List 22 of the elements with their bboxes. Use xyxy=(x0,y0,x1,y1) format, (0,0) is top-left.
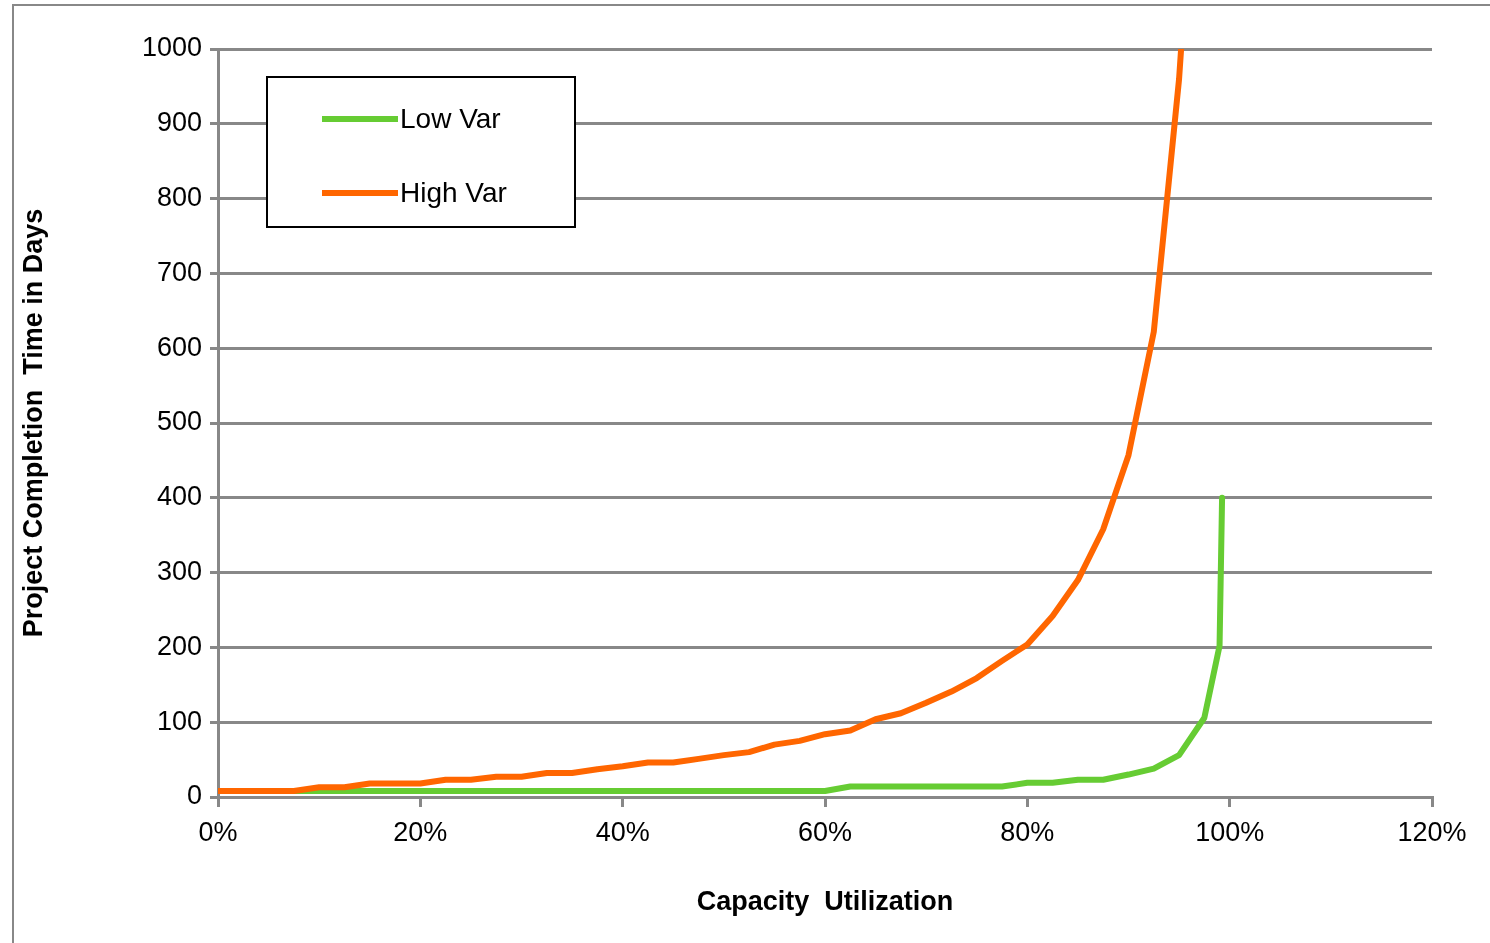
x-tick-label: 100% xyxy=(1195,816,1265,847)
y-axis-title: Project Completion Time in Days xyxy=(17,208,48,638)
x-axis-title: Capacity Utilization xyxy=(696,886,954,917)
y-tick-label: 500 xyxy=(156,406,202,437)
legend-label: High Var xyxy=(400,177,507,209)
y-tick-label: 600 xyxy=(156,331,202,362)
y-tick-label: 200 xyxy=(156,630,202,661)
y-tick-label: 300 xyxy=(156,556,202,587)
y-tick-label: 400 xyxy=(156,481,202,512)
y-tick-label: 100 xyxy=(156,705,202,736)
y-tick-label: 700 xyxy=(156,256,202,287)
x-tick-label: 0% xyxy=(198,816,238,847)
x-tick-label: 40% xyxy=(595,816,650,847)
y-tick-label: 900 xyxy=(156,107,202,138)
y-tick-label: 1000 xyxy=(141,32,202,63)
x-tick-label: 80% xyxy=(1000,816,1055,847)
x-tick-label: 20% xyxy=(393,816,448,847)
y-tick-label: 0 xyxy=(186,780,202,811)
legend-label: Low Var xyxy=(400,103,501,135)
x-tick-label: 60% xyxy=(797,816,853,847)
y-tick-label: 800 xyxy=(156,182,202,213)
x-tick-label: 120% xyxy=(1397,816,1467,847)
